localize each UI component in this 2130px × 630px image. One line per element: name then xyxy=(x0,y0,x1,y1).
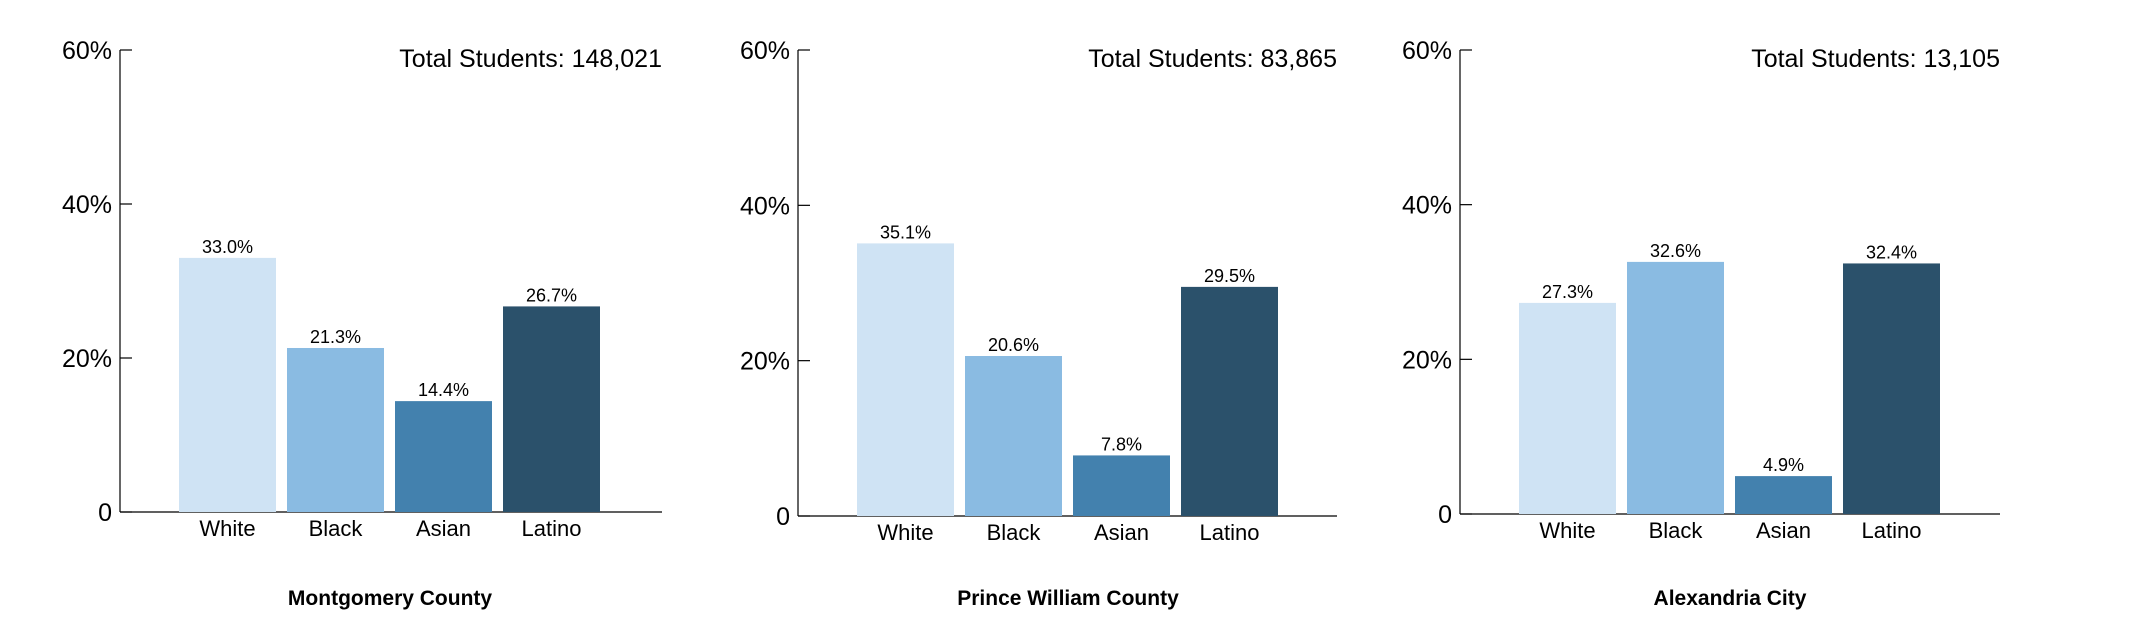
data-label: 7.8% xyxy=(1101,434,1142,454)
chart-panel-2: 0 20% 40% 60% 35.1% White 20.6% Black 7.8% Asian 2… xyxy=(740,37,1337,610)
y-tick-label: 60% xyxy=(740,37,790,65)
x-tick-label: Latino xyxy=(1200,520,1260,545)
chart-title: Alexandria City xyxy=(1654,587,1807,610)
bar-latino xyxy=(1181,286,1278,516)
y-tick-label: 0 xyxy=(98,499,112,527)
data-label: 27.3% xyxy=(1542,282,1593,302)
x-tick-label: Latino xyxy=(522,516,582,541)
x-tick-label: Black xyxy=(1649,518,1704,543)
x-tick-label: White xyxy=(199,516,255,541)
x-tick-label: White xyxy=(1539,518,1595,543)
x-tick-label: White xyxy=(877,520,933,545)
y-tick-label: 40% xyxy=(740,192,790,220)
x-tick-label: Asian xyxy=(1756,518,1811,543)
bar-white xyxy=(857,243,954,516)
bar-white xyxy=(179,257,276,512)
bar-latino xyxy=(503,306,600,512)
data-label: 14.4% xyxy=(418,380,469,400)
y-tick-label: 20% xyxy=(62,345,112,373)
y-tick-label: 0 xyxy=(1438,501,1452,529)
chart-panel-1: 0 20% 40% 60% 33.0% White 21.3% Black 14.4% Asian… xyxy=(62,37,662,610)
x-tick-label: Asian xyxy=(416,516,471,541)
y-tick-label: 60% xyxy=(1402,37,1452,65)
bar-black xyxy=(1627,261,1724,514)
bar-asian xyxy=(1735,476,1832,514)
data-label: 35.1% xyxy=(880,222,931,242)
data-label: 4.9% xyxy=(1763,455,1804,475)
y-tick-label: 20% xyxy=(740,348,790,376)
chart-title: Prince William County xyxy=(957,587,1179,610)
total-students-label: Total Students: 13,105 xyxy=(1751,45,2000,73)
bar-black xyxy=(287,347,384,512)
total-students-label: Total Students: 83,865 xyxy=(1088,45,1337,73)
data-label: 32.6% xyxy=(1650,241,1701,261)
bar-latino xyxy=(1843,263,1940,514)
data-label: 21.3% xyxy=(310,327,361,347)
data-label: 29.5% xyxy=(1204,266,1255,286)
y-tick-label: 20% xyxy=(1402,346,1452,374)
total-students-label: Total Students: 148,021 xyxy=(399,45,662,73)
bar-asian xyxy=(395,401,492,512)
data-label: 32.4% xyxy=(1866,242,1917,262)
x-tick-label: Black xyxy=(987,520,1042,545)
chart-panel-3: 0 20% 40% 60% 27.3% White 32.6% Black 4.9% Asian 3… xyxy=(1402,37,2000,610)
data-label: 33.0% xyxy=(202,237,253,257)
bar-asian xyxy=(1073,455,1170,516)
y-tick-label: 0 xyxy=(776,503,790,531)
y-tick-label: 60% xyxy=(62,37,112,65)
chart-title: Montgomery County xyxy=(288,587,492,610)
data-label: 20.6% xyxy=(988,335,1039,355)
data-label: 26.7% xyxy=(526,285,577,305)
bar-black xyxy=(965,356,1062,516)
x-tick-label: Asian xyxy=(1094,520,1149,545)
x-tick-label: Latino xyxy=(1862,518,1922,543)
x-tick-label: Black xyxy=(309,516,364,541)
y-tick-label: 40% xyxy=(1402,192,1452,220)
y-tick-label: 40% xyxy=(62,191,112,219)
bar-white xyxy=(1519,302,1616,514)
